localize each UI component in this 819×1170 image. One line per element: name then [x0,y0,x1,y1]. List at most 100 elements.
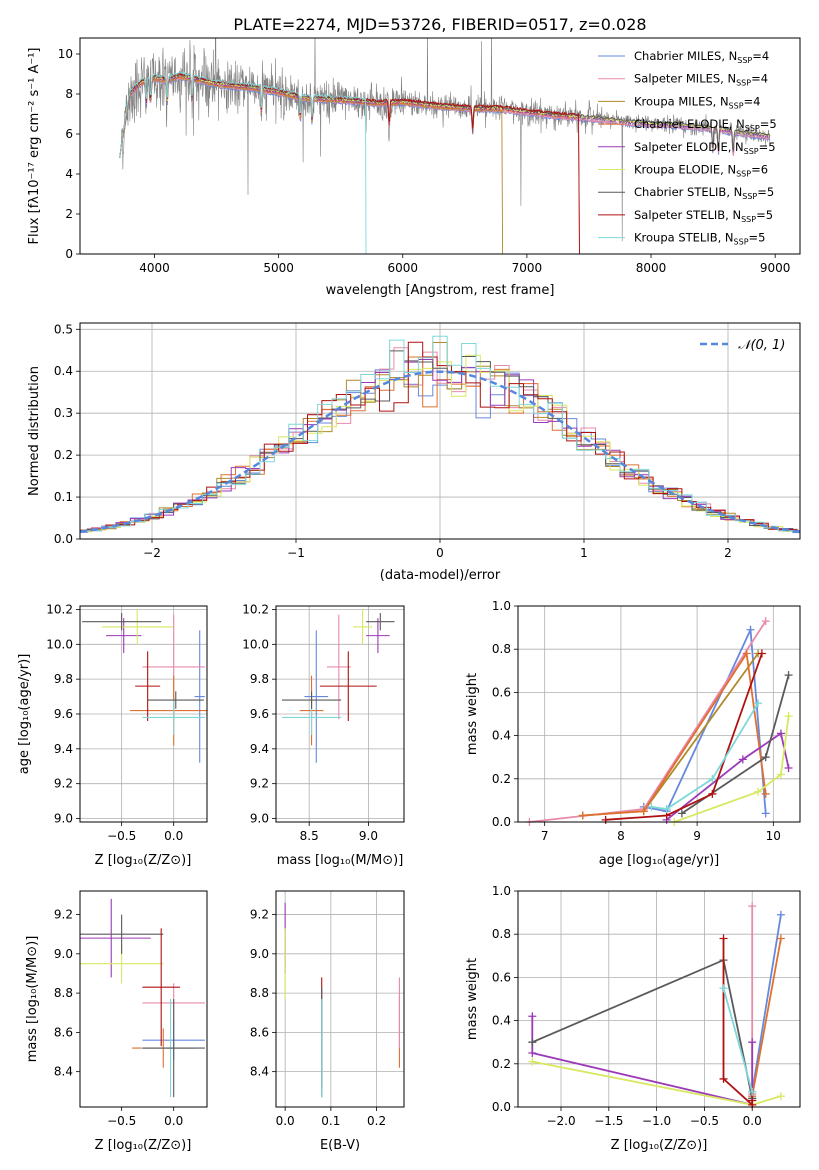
y-tick-label: 0.0 [492,1100,511,1114]
weight-marker [748,902,757,911]
y-tick-label: 8.8 [250,986,269,1000]
y-tick-label: 0.0 [492,815,511,829]
weight-line [531,958,754,1099]
weight-vs-metallicity-panel: −2.0 −1.5 −1.0 −0.5 0.0 0.0 0.2 0.4 0.6 0.8 1.0 Z … [465,884,801,1153]
y-tick-label: 4 [65,167,73,181]
normal-reference-curve [79,370,801,533]
y-tick-label: 1.0 [492,599,511,613]
y-tick-label: 9.0 [250,947,269,961]
x-tick-label: 6000 [387,261,418,275]
age-vs-metallicity-ylabel: age [log₁₀(age/yr)] [17,654,32,775]
legend-label: Chabrier ELODIE, NSSP=5 [634,117,777,133]
spectrum-plot-area: 4000 5000 6000 7000 8000 9000 0 2 4 6 8 10 [58,38,790,275]
y-tick-label: 0.2 [492,772,511,786]
age-vs-metallicity-plot-area: −0.5 0.0 9.0 9.2 9.4 9.6 9.8 10.0 10.2 [46,602,207,843]
y-tick-label: 8.6 [54,1025,73,1039]
y-tick-label: 0.8 [492,642,511,656]
residual-frame [79,322,801,540]
y-tick-label: 8.4 [54,1065,73,1079]
x-tick-label: 0.0 [276,1114,295,1128]
weight-marker [662,805,671,814]
x-tick-label: −1.0 [642,1114,671,1128]
weight-marker [784,764,793,772]
y-tick-label: 0.5 [54,322,73,336]
weight-marker [761,789,770,798]
model-spectrum-line [119,71,580,254]
legend-label-end: =5 [759,140,776,154]
y-tick-label: 9.4 [250,742,269,756]
legend-label-sub: SSP [734,238,749,247]
y-tick-label: 1.0 [492,884,511,898]
weight-marker [761,809,770,818]
x-tick-label: 7 [541,829,549,843]
legend-label-end: =4 [751,72,768,86]
y-tick-label: 9.6 [250,707,269,721]
x-tick-label: −2 [143,546,161,560]
weight-line [651,702,759,810]
x-tick-label: −0.5 [690,1114,719,1128]
weight-marker [746,625,755,634]
weight-marker [528,1012,537,1021]
x-tick-label: 10 [766,829,781,843]
x-tick-label: −0.5 [107,1114,136,1128]
x-tick-label: 0.2 [367,1114,386,1128]
legend-label: Kroupa STELIB, NSSP=5 [634,231,765,247]
weight-marker [719,1074,728,1083]
legend-label-sub: SSP [729,101,744,110]
legend-label-sub: SSP [736,170,751,179]
weight-vs-age-panel: 7 8 9 10 0.0 0.2 0.4 0.6 0.8 1.0 age [log₁₀(age/y… [465,599,801,868]
y-tick-label: 6 [65,127,73,141]
weight-marker [784,712,793,721]
weight-marker [528,1057,537,1066]
mass-vs-metallicity-plot-area: −0.5 0.0 8.4 8.6 8.8 9.0 9.2 [54,898,205,1128]
spectrum-xlabel: wavelength [Angstrom, rest frame] [326,283,555,298]
y-tick-label: 0.6 [492,970,511,984]
legend-label-main: Kroupa STELIB, N [634,231,734,245]
x-tick-label: 2 [724,546,732,560]
weight-marker [639,807,648,816]
legend-label: Kroupa ELODIE, NSSP=6 [634,163,768,179]
weight-marker [578,811,587,820]
weight-marker [776,729,785,738]
legend-label-end: =4 [752,49,769,63]
weight-marker [528,1049,537,1057]
legend-label-sub: SSP [742,192,757,201]
weight-marker [719,984,728,993]
y-tick-label: 0.3 [54,406,73,420]
spectrum-ylabel: Flux [fλ10⁻¹⁷ erg cm⁻² s⁻¹ A⁻¹] [27,48,42,245]
x-tick-label: 8.5 [300,829,319,843]
mass-vs-ebv-panel: 0.0 0.1 0.2 8.4 8.6 8.8 9.0 9.2 E(B-V) [250,890,405,1153]
legend-label-sub: SSP [745,124,760,133]
weight-marker [776,934,785,943]
weight-marker [738,755,747,764]
legend-label: Salpeter STELIB, NSSP=5 [634,208,773,224]
age-vs-mass-frame [275,605,405,823]
weight-marker [776,770,785,779]
age-vs-mass-xlabel: mass [log₁₀(M/M⊙)] [277,853,404,868]
legend-label-end: =5 [756,208,773,222]
y-tick-label: 0.4 [54,364,73,378]
y-tick-label: 0.2 [492,1057,511,1071]
weight-vs-metallicity-frame [517,890,801,1108]
weight-marker [784,671,793,680]
y-tick-label: 0.1 [54,490,73,504]
spectrum-panel: 4000 5000 6000 7000 8000 9000 0 2 4 6 8 10 Chabrier… [27,37,801,298]
mass-vs-metallicity-ylabel: mass [log₁₀(M/M⊙)] [25,936,40,1063]
y-tick-label: 10.2 [242,602,269,616]
weight-vs-age-plot-area: 7 8 9 10 0.0 0.2 0.4 0.6 0.8 1.0 [492,599,800,843]
legend-label-main: Salpeter ELODIE, N [634,140,744,154]
histogram-step [80,335,800,533]
legend-label-main: Salpeter MILES, N [634,72,736,86]
y-tick-label: 9.2 [54,908,73,922]
y-tick-label: 9.0 [250,812,269,826]
x-tick-label: 0.0 [164,829,183,843]
legend-label-sub: SSP [737,56,752,65]
legend-label-end: =4 [744,94,761,108]
x-tick-label: −2.0 [546,1114,575,1128]
legend-label-main: Salpeter STELIB, N [634,208,741,222]
legend-label-sub: SSP [736,79,751,88]
legend-normal-label: 𝒩(0, 1) [738,338,785,353]
y-tick-label: 0.6 [492,685,511,699]
legend-label-sub: SSP [741,215,756,224]
